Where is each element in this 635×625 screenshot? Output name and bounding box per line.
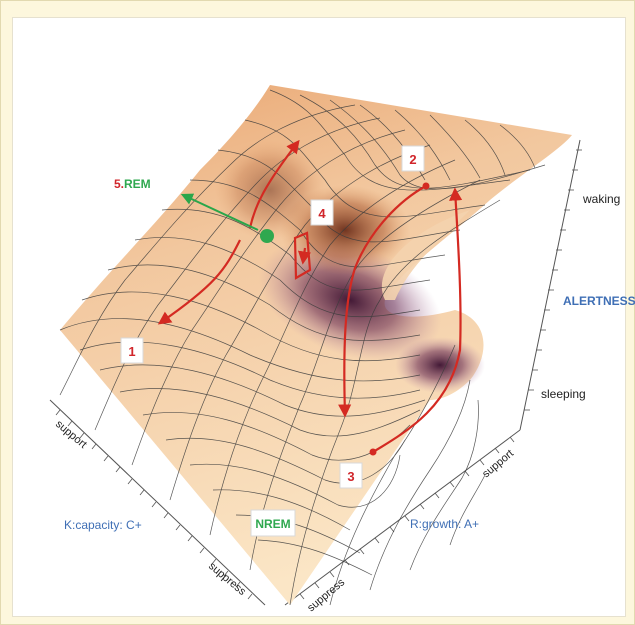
vertical-axis-ticks	[524, 149, 582, 411]
marker-1-label: 1	[128, 344, 135, 359]
marker-4-label: 4	[318, 206, 326, 221]
trajectories	[157, 139, 463, 453]
left-axis-support-label: support	[53, 418, 89, 451]
trajectory-3	[372, 187, 463, 453]
marker-3-label: 3	[347, 469, 354, 484]
rem-indicator	[180, 193, 274, 243]
rem-point	[260, 229, 274, 243]
r-growth-label: R:growth: A+	[410, 517, 479, 531]
alertness-label: ALERTNESS	[563, 294, 635, 308]
axis-lines	[49, 139, 581, 606]
trajectory-4	[293, 231, 312, 280]
marker-2: 2	[401, 145, 425, 172]
k-capacity-label: K:capacity: C+	[64, 518, 142, 532]
left-axis-suppress-label: suppress	[206, 560, 248, 598]
cusp-surface	[60, 85, 572, 605]
trajectory-1-up	[248, 139, 300, 229]
waking-label: waking	[582, 192, 620, 206]
surface-grid	[59, 89, 546, 606]
rem-label: 5.REM	[114, 177, 151, 191]
left-axis-ticks	[55, 409, 253, 600]
trajectory-3-start	[369, 448, 377, 456]
marker-4: 4	[310, 199, 334, 226]
trajectory-1	[157, 239, 241, 325]
nrem-label: NREM	[255, 517, 290, 531]
trajectory-2-start	[422, 182, 430, 190]
marker-2-label: 2	[409, 152, 416, 167]
trajectory-2	[338, 185, 427, 418]
sleeping-label: sleeping	[541, 387, 586, 401]
right-axis-suppress-label: suppress	[305, 576, 347, 614]
nrem-box: NREM	[250, 509, 296, 537]
right-axis-ticks	[299, 436, 515, 600]
marker-3: 3	[339, 462, 363, 489]
marker-1: 1	[120, 337, 144, 364]
